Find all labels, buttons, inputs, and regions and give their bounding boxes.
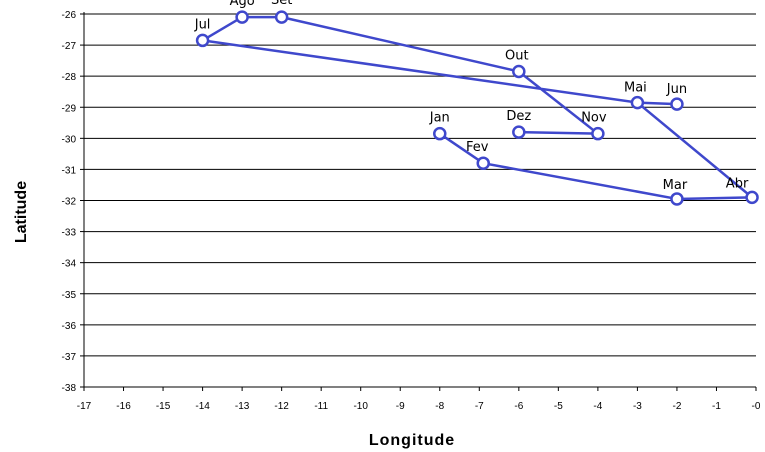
x-tick-label: -12 — [274, 401, 289, 412]
point-label: Mar — [663, 178, 688, 193]
axes — [83, 12, 756, 388]
x-tick-label: -0 — [752, 401, 761, 412]
y-tick-labels: -26 -27 -28 -29 -30 -31 -32 -33 -34 -35 -36 -37 -38 — [62, 10, 77, 394]
x-tick-label: -2 — [672, 401, 681, 412]
x-tick-label: -15 — [156, 401, 171, 412]
point-label: Dez — [506, 109, 531, 124]
point-label: Jul — [194, 17, 211, 32]
data-marker — [195, 33, 210, 48]
y-tick-label: -32 — [62, 197, 77, 208]
y-tick-label: -29 — [62, 103, 77, 114]
point-label: Fev — [466, 140, 489, 155]
x-tick-label: -3 — [633, 401, 642, 412]
point-labels: Jan Fev Mar Abr Mai Jun Jul Ago Set Out Nov Dez — [194, 0, 749, 193]
y-tick-label: -35 — [62, 290, 77, 301]
y-tick-label: -27 — [62, 41, 77, 52]
data-marker — [670, 97, 684, 111]
x-tick-label: -16 — [116, 401, 131, 412]
y-tick-label: -26 — [62, 10, 77, 21]
x-tick-label: -7 — [475, 401, 484, 412]
x-axis-title: Longitude — [369, 432, 455, 449]
x-tick-label: -14 — [195, 401, 210, 412]
series-path — [201, 15, 754, 201]
data-marker — [670, 192, 684, 206]
point-label: Ago — [230, 0, 255, 9]
data-marker — [745, 190, 759, 205]
x-tick-label: -11 — [314, 401, 328, 412]
x-tick-labels: -17 -16 -15 -14 -13 -12 -11 -10 -9 -8 -7 -6 -5 -4 -3 -2… — [77, 387, 761, 412]
y-tick-label: -30 — [62, 134, 77, 145]
data-marker — [274, 10, 289, 24]
y-tick-label: -33 — [62, 228, 77, 239]
series-line — [201, 15, 754, 201]
x-tick-label: -8 — [435, 401, 444, 412]
y-tick-label: -36 — [62, 321, 77, 332]
data-marker — [591, 126, 605, 141]
y-tick-label: -38 — [62, 383, 77, 394]
data-marker — [433, 126, 447, 141]
data-marker — [512, 64, 526, 79]
x-tick-label: -13 — [235, 401, 250, 412]
x-tick-label: -5 — [554, 401, 563, 412]
x-tick-label: -17 — [77, 401, 92, 412]
y-tick-label: -37 — [62, 352, 77, 363]
y-tick-label: -31 — [62, 165, 77, 176]
x-tick-label: -9 — [396, 401, 405, 412]
y-tick-label: -34 — [62, 259, 77, 270]
point-label: Nov — [581, 111, 607, 126]
data-marker — [512, 125, 526, 139]
point-label: Mai — [624, 81, 647, 96]
x-tick-label: -10 — [353, 401, 368, 412]
x-tick-label: -4 — [593, 401, 602, 412]
point-label: Jan — [429, 111, 450, 126]
point-label: Out — [505, 49, 529, 64]
grid-lines — [80, 13, 756, 388]
point-label: Jun — [666, 82, 687, 97]
point-label: Set — [271, 0, 292, 8]
data-marker — [630, 95, 645, 110]
y-tick-label: -28 — [62, 72, 77, 83]
data-marker — [476, 156, 490, 170]
data-markers — [195, 10, 759, 206]
x-tick-label: -1 — [712, 401, 721, 412]
y-axis-title: Latitude — [13, 181, 30, 243]
data-marker — [235, 10, 249, 24]
x-tick-label: -6 — [514, 401, 523, 412]
point-label: Abr — [726, 176, 749, 191]
